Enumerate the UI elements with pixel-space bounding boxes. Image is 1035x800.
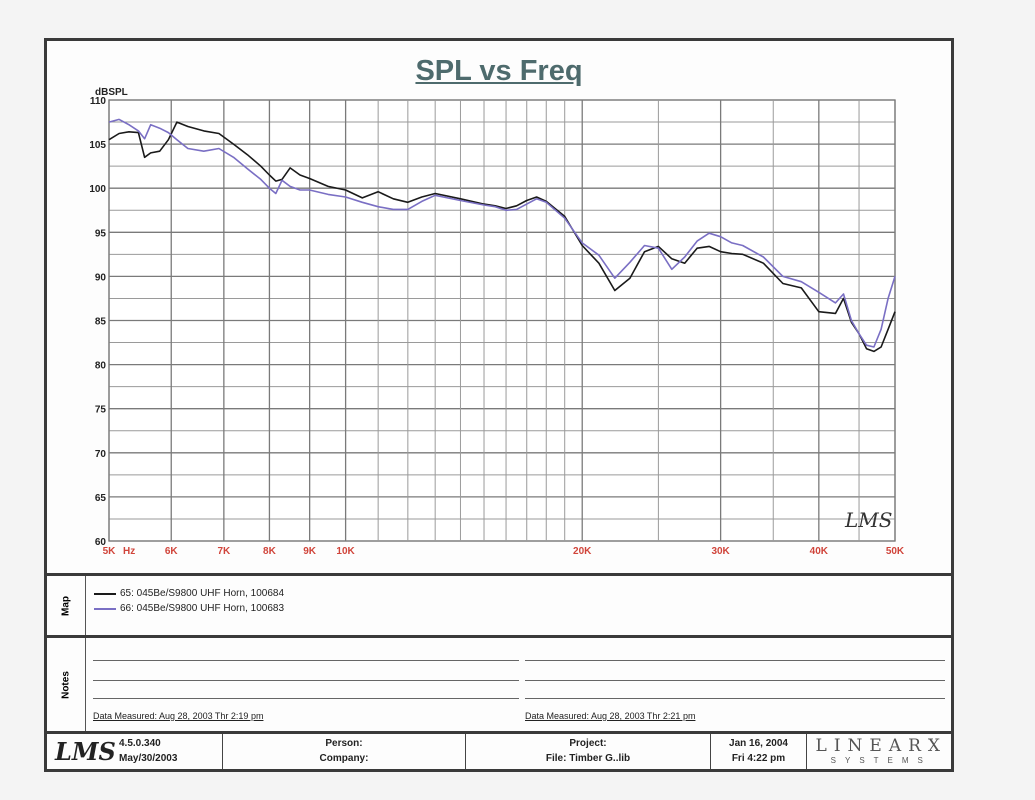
notes-label: Notes [60, 670, 72, 699]
version-number: 4.5.0.340 [119, 738, 161, 749]
y-tick-label: 90 [95, 272, 107, 283]
y-tick-label: 60 [95, 537, 107, 548]
linearx-brand: LINEARX [815, 736, 947, 756]
version-date: May/30/2003 [119, 753, 178, 764]
footer-project-cell: Project: File: Timber G..lib [466, 734, 711, 769]
measured-left: Data Measured: Aug 28, 2003 Thr 2:19 pm [93, 711, 264, 721]
y-tick-label: 100 [89, 184, 106, 195]
legend-swatch-1 [94, 592, 116, 595]
y-tick-label: 105 [89, 140, 106, 151]
note-line [525, 698, 945, 699]
legend-entry-2: 66: 045Be/S9800 UHF Horn, 100683 [94, 603, 284, 614]
report-sheet: 110 105 100 95 90 85 80 75 70 65 60 5K 6K 7K 8K 9K 10K 20… [44, 38, 954, 772]
y-tick-label: 110 [90, 96, 107, 107]
series-line-1 [108, 121, 896, 353]
footer-date: Jan 16, 2004 [729, 738, 788, 749]
project-label: Project: [569, 738, 607, 749]
footer-person-cell: Person: Company: [223, 734, 466, 769]
footer-version-cell: LMS 4.5.0.340 May/30/2003 [47, 734, 223, 769]
y-tick-label: 80 [95, 361, 107, 372]
person-label: Person: [325, 738, 363, 749]
x-tick-label: 40K [810, 546, 829, 557]
map-label: Map [60, 595, 72, 616]
file-label: File: Timber G..lib [545, 753, 631, 764]
linearx-logo: LINEARX SYSTEMS [816, 736, 947, 765]
measured-right: Data Measured: Aug 28, 2003 Thr 2:21 pm [525, 711, 696, 721]
x-tick-label: 50K [886, 546, 905, 557]
note-line [525, 660, 945, 661]
lms-watermark: LMS [844, 508, 892, 532]
x-tick-label: 30K [711, 546, 730, 557]
map-panel: Map 65: 045Be/S9800 UHF Horn, 100684 66:… [47, 573, 951, 635]
legend-swatch-2 [94, 607, 116, 610]
note-line [93, 660, 519, 661]
note-line [525, 680, 945, 681]
notes-side-label: Notes [47, 638, 86, 731]
x-tick-label: 10K [336, 546, 355, 557]
x-tick-label: 20K [573, 546, 592, 557]
chart-title: SPL vs Freq [415, 55, 583, 87]
footer-time: Fri 4:22 pm [731, 753, 786, 764]
note-line [93, 680, 519, 681]
x-tick-label: 8K [263, 546, 277, 557]
y-tick-label: 65 [95, 493, 107, 504]
x-unit-label: Hz [123, 546, 135, 557]
x-tick-label: 7K [217, 546, 231, 557]
x-tick-label: 9K [303, 546, 317, 557]
map-side-label: Map [47, 576, 86, 635]
lms-logo: LMS [55, 737, 116, 766]
y-axis-label: dBSPL [95, 87, 128, 98]
y-tick-label: 75 [95, 405, 107, 416]
company-label: Company: [319, 753, 369, 764]
note-line [93, 698, 519, 699]
footer-bar: LMS 4.5.0.340 May/30/2003 Person: Compan… [47, 731, 951, 769]
legend-text-2: 66: 045Be/S9800 UHF Horn, 100683 [120, 603, 284, 614]
notes-panel: Notes Data Measured: Aug 28, 2003 Thr 2:… [47, 635, 951, 731]
y-tick-label: 70 [95, 449, 107, 460]
linearx-subbrand: SYSTEMS [830, 756, 932, 765]
legend-text-1: 65: 045Be/S9800 UHF Horn, 100684 [120, 588, 284, 599]
y-tick-label: 95 [95, 228, 107, 239]
y-tick-label: 85 [95, 317, 107, 328]
footer-date-cell: Jan 16, 2004 Fri 4:22 pm [711, 734, 807, 769]
x-tick-label: 5K [103, 546, 117, 557]
x-tick-label: 6K [165, 546, 179, 557]
legend-entry-1: 65: 045Be/S9800 UHF Horn, 100684 [94, 588, 284, 599]
series-line-2 [108, 118, 896, 348]
